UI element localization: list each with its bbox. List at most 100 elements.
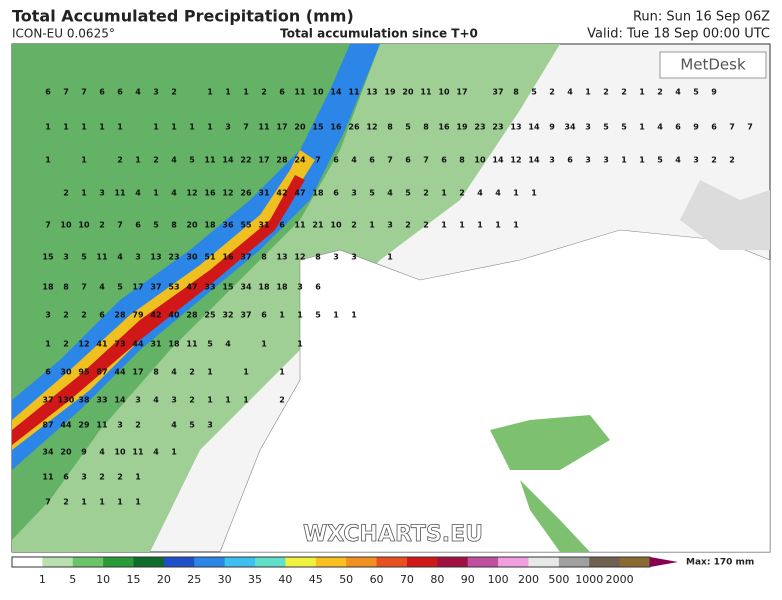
grid-value: 19 [384,88,396,97]
colorbar-label: 5 [69,573,76,586]
grid-value: 10 [78,221,90,230]
grid-value: 1 [45,340,51,349]
grid-value: 25 [204,311,216,320]
grid-value: 1 [207,88,213,97]
grid-value: 3 [171,396,177,405]
grid-value: 7 [63,88,69,97]
grid-value: 16 [438,123,450,132]
grid-value: 16 [222,253,234,262]
grid-value: 33 [96,396,107,405]
grid-value: 1 [207,123,213,132]
grid-value: 2 [459,189,465,198]
grid-value: 6 [333,189,339,198]
grid-value: 4 [135,189,141,198]
grid-value: 11 [420,88,432,97]
colorbar-swatch [12,557,43,567]
grid-value: 2 [261,88,267,97]
grid-value: 4 [657,123,663,132]
grid-value: 7 [81,88,87,97]
watermark: WXCHARTS.EU [303,522,483,547]
colorbar-label: 20 [157,573,171,586]
map: MetDesk WXCHARTS.EU [11,43,771,553]
grid-value: 4 [567,88,573,97]
grid-value: 2 [189,396,195,405]
grid-value: 44 [114,368,126,377]
colorbar-swatch [619,557,651,567]
grid-value: 17 [456,88,467,97]
grid-value: 2 [135,421,141,430]
grid-value: 13 [366,88,377,97]
grid-value: 2 [423,221,429,230]
grid-value: 20 [60,448,72,457]
grid-values: 6 7 7 6 6 4 3 2 1 1 1 2 6 11 10 14 11 13 19 20 11 10 17 37 8 5 2 4 1… [42,88,752,507]
grid-value: 1 [279,311,285,320]
colorbar: 1 5 10 15 20 25 30 35 40 45 50 60 70 80 90 100 200 500 100… [11,556,678,586]
grid-value: 31 [258,189,270,198]
grid-value: 2 [621,88,627,97]
grid-value: 23 [492,123,503,132]
grid-value: 7 [423,156,429,165]
grid-value: 23 [474,123,485,132]
colorbar-label: 200 [518,573,539,586]
grid-value: 1 [99,123,105,132]
grid-value: 6 [279,221,285,230]
colorbar-label: 25 [187,573,201,586]
grid-value: 2 [153,156,159,165]
grid-value: 79 [132,311,144,320]
run: Run: Sun 16 Sep 06Z [633,10,770,25]
colorbar-label: 40 [278,573,292,586]
grid-value: 26 [348,123,360,132]
grid-value: 15 [222,283,234,292]
grid-value: 5 [603,123,609,132]
grid-value: 1 [513,221,519,230]
grid-value: 1 [171,448,177,457]
grid-value: 11 [258,123,270,132]
colorbar-swatch [406,557,438,567]
colorbar-swatch [103,557,135,567]
colorbar-label: 1000 [575,573,603,586]
grid-value: 18 [312,189,324,198]
grid-value: 1 [45,123,51,132]
grid-value: 2 [729,156,735,165]
grid-value: 12 [222,189,233,198]
grid-value: 12 [510,156,521,165]
colorbar-swatch [528,557,560,567]
grid-value: 3 [135,253,141,262]
grid-value: 2 [405,221,411,230]
subtitle: Total accumulation since T+0 [280,27,478,41]
grid-value: 1 [585,88,591,97]
grid-value: 1 [63,123,69,132]
grid-value: 5 [153,221,159,230]
grid-value: 8 [261,253,267,262]
title: Total Accumulated Precipitation (mm) [12,7,354,26]
grid-value: 31 [150,340,162,349]
colorbar-label: 45 [309,573,323,586]
grid-value: 33 [204,283,215,292]
grid-value: 37 [42,396,53,405]
grid-value: 2 [63,498,69,507]
grid-value: 10 [114,448,126,457]
grid-value: 23 [168,253,179,262]
grid-value: 4 [117,253,123,262]
colorbar-swatch [346,557,378,567]
grid-value: 34 [564,123,576,132]
grid-value: 17 [132,368,143,377]
grid-value: 8 [63,283,69,292]
grid-value: 3 [99,189,105,198]
grid-value: 1 [639,156,645,165]
colorbar-swatch [133,557,165,567]
grid-value: 6 [45,368,51,377]
grid-value: 18 [42,283,54,292]
grid-value: 1 [225,396,231,405]
grid-value: 5 [405,123,411,132]
grid-value: 2 [603,88,609,97]
grid-value: 1 [297,340,303,349]
grid-value: 7 [387,156,393,165]
grid-value: 28 [114,311,126,320]
colorbar-swatch [72,557,104,567]
grid-value: 1 [531,189,537,198]
grid-value: 4 [675,88,681,97]
grid-value: 7 [45,498,51,507]
grid-value: 6 [315,283,321,292]
colorbar-label: 500 [548,573,569,586]
